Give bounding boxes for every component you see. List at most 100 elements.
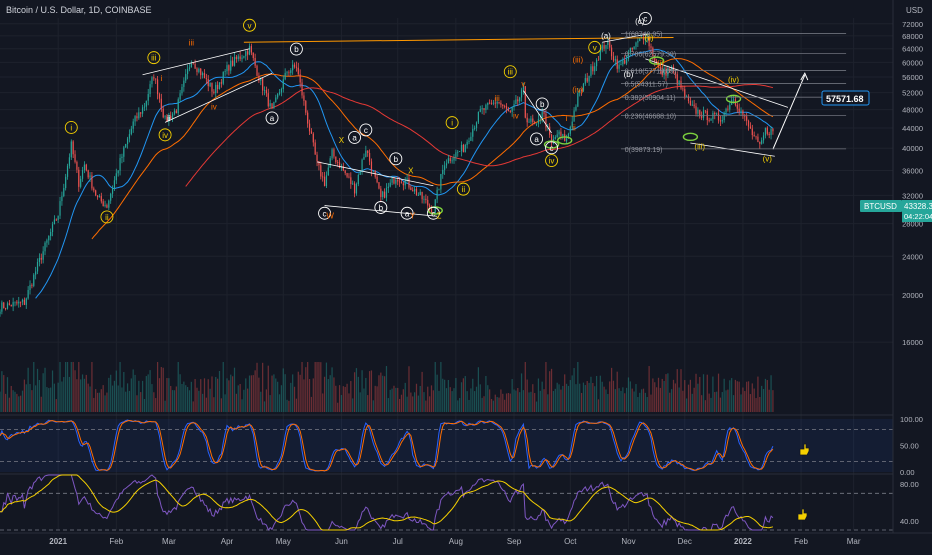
volume-bar xyxy=(532,384,534,412)
volume-bar xyxy=(496,397,498,412)
volume-bar xyxy=(123,372,125,412)
candle-body xyxy=(194,64,196,69)
volume-bar xyxy=(584,385,586,412)
candle-body xyxy=(138,112,140,119)
volume-bar xyxy=(734,379,737,412)
candle-body xyxy=(78,169,80,187)
candle-body xyxy=(192,63,194,65)
wave-label: i xyxy=(160,74,162,83)
volume-bar xyxy=(719,397,722,412)
candle-body xyxy=(560,131,562,136)
candle-body xyxy=(59,201,61,216)
wave-label: a xyxy=(534,135,539,144)
candle-body xyxy=(307,112,309,124)
volume-bar xyxy=(545,362,547,412)
wave-circle xyxy=(638,12,652,25)
volume-bar xyxy=(372,400,374,412)
candle-body xyxy=(224,71,226,72)
volume-bar xyxy=(83,378,86,412)
volume-bar xyxy=(277,381,279,412)
candle-body xyxy=(108,200,110,208)
candle-body xyxy=(33,274,35,286)
volume-bar xyxy=(528,392,530,412)
candle-body xyxy=(453,157,455,161)
volume-bar xyxy=(610,367,613,412)
volume-bar xyxy=(141,380,144,412)
wave-circle xyxy=(426,206,440,220)
volume-bar xyxy=(329,375,331,412)
candle-body xyxy=(38,257,41,262)
volume-bar xyxy=(522,390,525,412)
candle-body xyxy=(586,78,588,82)
volume-bar xyxy=(25,384,27,412)
candle-body xyxy=(198,68,200,72)
candle-body xyxy=(61,196,63,202)
candle-body xyxy=(190,63,192,68)
candle-body xyxy=(509,110,511,112)
volume-bar xyxy=(0,391,1,412)
candle-body xyxy=(267,93,269,107)
candle-body xyxy=(404,180,406,186)
candle-body xyxy=(232,60,234,66)
candle-body xyxy=(444,165,446,170)
volume-bar xyxy=(410,392,412,412)
volume-bar xyxy=(323,376,326,412)
volume-bar xyxy=(558,384,560,412)
candle-body xyxy=(207,79,209,87)
volume-bar xyxy=(183,381,185,412)
volume-bar xyxy=(691,393,693,412)
volume-bar xyxy=(1,371,3,412)
wave-circle xyxy=(400,206,414,220)
volume-bar xyxy=(684,380,686,412)
candle-body xyxy=(145,100,147,107)
volume-bar xyxy=(256,362,258,412)
candle-body xyxy=(470,136,472,141)
wave-circle xyxy=(158,128,172,142)
time-tick-label: Mar xyxy=(847,537,861,546)
candle-body xyxy=(179,93,181,100)
wave-label: iii xyxy=(508,68,514,77)
volume-bar xyxy=(550,368,553,412)
wave-circle xyxy=(389,152,403,166)
candle-body xyxy=(434,199,436,214)
candle-body xyxy=(310,131,313,134)
time-tick-label: 2022 xyxy=(734,537,752,546)
volume-bar xyxy=(106,392,108,412)
volume-bar xyxy=(714,392,716,412)
volume-bar xyxy=(444,379,446,412)
candle-body xyxy=(744,115,746,117)
volume-bar xyxy=(732,395,735,412)
volume-bar xyxy=(676,369,678,412)
channel-lower xyxy=(324,205,438,217)
candle-body xyxy=(10,304,12,307)
candle-body xyxy=(498,101,500,103)
candle-body xyxy=(541,112,543,119)
candle-body xyxy=(382,191,384,198)
volume-bar xyxy=(310,396,313,412)
volume-bar xyxy=(196,387,198,412)
volume-bar xyxy=(241,399,243,412)
volume-bar xyxy=(753,388,755,412)
volume-bar xyxy=(275,378,277,412)
wave-label: iii xyxy=(151,54,157,63)
volume-bar xyxy=(577,362,579,412)
volume-bar xyxy=(21,390,24,412)
time-tick-label: Oct xyxy=(564,537,577,546)
volume-bar xyxy=(472,378,474,412)
volume-bar xyxy=(44,367,46,412)
volume-bar xyxy=(543,389,545,412)
candle-body xyxy=(558,131,560,135)
volume-bar xyxy=(153,392,155,412)
volume-bar xyxy=(160,367,162,412)
volume-bar xyxy=(117,385,119,412)
volume-bar xyxy=(96,392,99,412)
highlight-ellipse xyxy=(648,56,665,65)
time-tick-label: Mar xyxy=(162,537,176,546)
candle-body xyxy=(35,271,37,275)
candle-body xyxy=(337,162,339,163)
candle-body xyxy=(254,58,256,66)
volume-bar xyxy=(171,390,174,412)
